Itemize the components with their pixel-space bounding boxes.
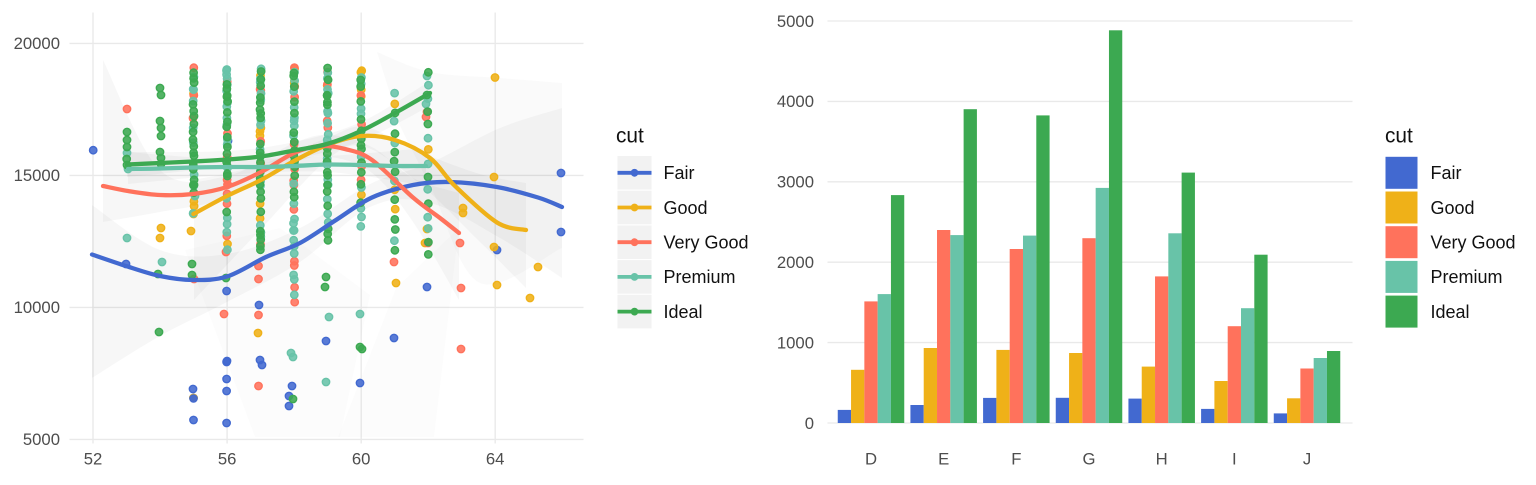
svg-text:Good: Good xyxy=(664,198,708,218)
svg-text:Ideal: Ideal xyxy=(1431,302,1470,322)
svg-text:Very Good: Very Good xyxy=(1431,233,1516,253)
svg-text:2000: 2000 xyxy=(777,253,814,272)
svg-text:20000: 20000 xyxy=(14,34,60,53)
svg-text:0: 0 xyxy=(805,414,814,433)
svg-text:1000: 1000 xyxy=(777,333,814,352)
svg-text:4000: 4000 xyxy=(777,92,814,111)
svg-text:cut: cut xyxy=(616,125,644,148)
svg-text:15000: 15000 xyxy=(14,166,60,185)
svg-text:3000: 3000 xyxy=(777,173,814,192)
svg-text:Premium: Premium xyxy=(664,267,736,287)
svg-text:64: 64 xyxy=(486,450,505,469)
svg-text:Good: Good xyxy=(1431,198,1475,218)
svg-text:Premium: Premium xyxy=(1431,267,1503,287)
svg-text:56: 56 xyxy=(218,450,237,469)
svg-text:G: G xyxy=(1083,450,1096,469)
svg-text:Very Good: Very Good xyxy=(664,233,749,253)
svg-text:H: H xyxy=(1156,450,1168,469)
svg-text:52: 52 xyxy=(84,450,103,469)
svg-text:cut: cut xyxy=(1385,125,1413,148)
svg-text:F: F xyxy=(1011,450,1021,469)
svg-text:Fair: Fair xyxy=(664,163,695,183)
svg-text:5000: 5000 xyxy=(23,430,60,449)
svg-text:I: I xyxy=(1232,450,1237,469)
svg-text:D: D xyxy=(865,450,877,469)
svg-text:60: 60 xyxy=(352,450,371,469)
svg-text:E: E xyxy=(938,450,949,469)
svg-text:J: J xyxy=(1303,450,1311,469)
svg-text:10000: 10000 xyxy=(14,298,60,317)
svg-text:5000: 5000 xyxy=(777,12,814,31)
svg-text:Fair: Fair xyxy=(1431,163,1462,183)
svg-text:Ideal: Ideal xyxy=(664,302,703,322)
